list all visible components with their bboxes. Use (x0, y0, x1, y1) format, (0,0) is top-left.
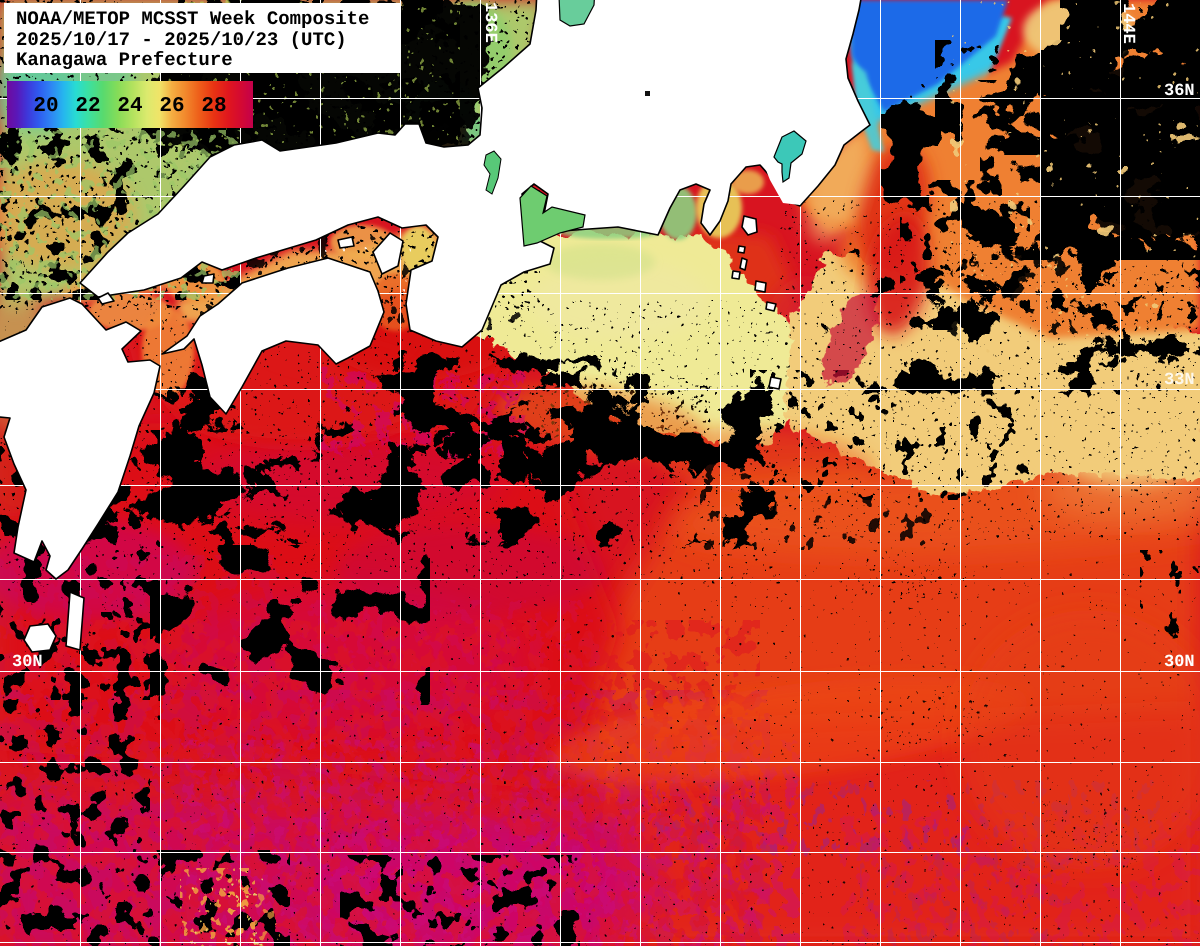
svg-text:20: 20 (33, 95, 58, 118)
svg-text:33N: 33N (1164, 371, 1195, 390)
svg-text:24: 24 (117, 95, 142, 118)
svg-text:28: 28 (201, 95, 226, 118)
svg-text:NOAA/METOP MCSST Week Composit: NOAA/METOP MCSST Week Composite (16, 8, 369, 30)
svg-text:Kanagawa Prefecture: Kanagawa Prefecture (16, 49, 233, 71)
svg-text:136E: 136E (480, 2, 499, 43)
svg-text:2025/10/17 - 2025/10/23 (UTC): 2025/10/17 - 2025/10/23 (UTC) (16, 29, 347, 51)
svg-text:26: 26 (159, 95, 184, 118)
svg-text:30N: 30N (12, 653, 43, 672)
svg-text:22: 22 (75, 95, 100, 118)
svg-text:36N: 36N (1164, 82, 1195, 101)
svg-text:30N: 30N (1164, 653, 1195, 672)
svg-text:144E: 144E (1118, 3, 1137, 44)
